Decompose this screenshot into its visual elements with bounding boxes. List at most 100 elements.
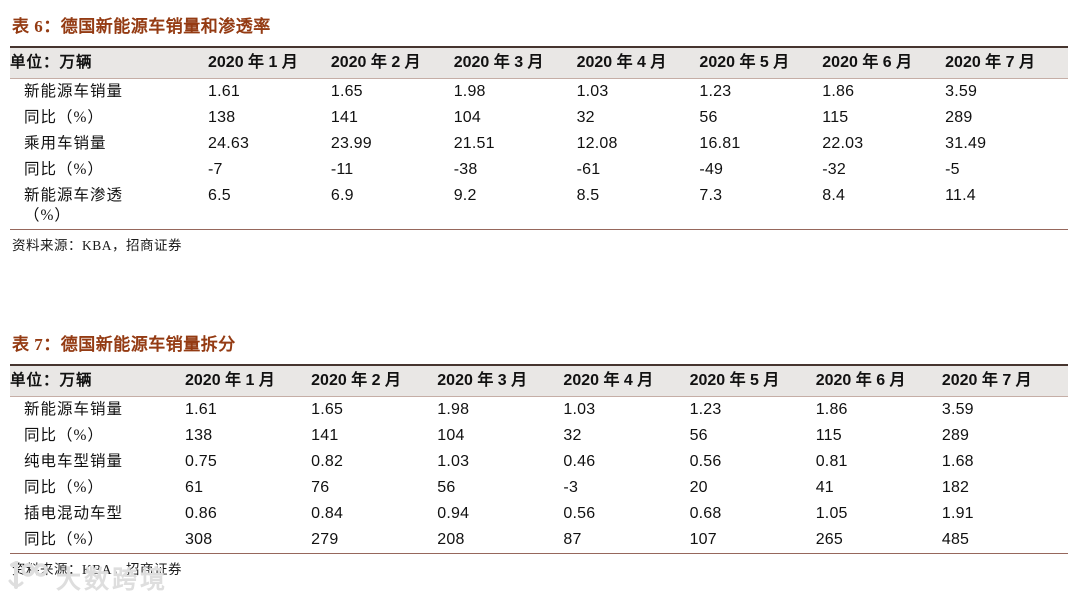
value-cell: 56	[699, 109, 718, 126]
table-7: 单位：万辆 2020 年 1 月 2020 年 2 月 2020 年 3 月 2…	[10, 364, 1068, 554]
value-cell: 279	[311, 531, 339, 548]
month-header-cell: 2020 年 3 月	[437, 372, 528, 389]
value-cell: 1.98	[437, 401, 470, 418]
value-cell: 22.03	[822, 135, 864, 152]
table-6-block: 表 6：德国新能源车销量和渗透率 单位：万辆 2020 年 1 月 2020 年…	[10, 12, 1068, 254]
value-cell: -49	[699, 161, 724, 178]
row-label: 新能源车销量	[24, 401, 124, 418]
value-cell: -3	[563, 479, 579, 496]
row-label: 同比（%）	[24, 531, 104, 548]
watermark-text: 大数跨境	[56, 566, 169, 594]
table-6: 单位：万辆 2020 年 1 月 2020 年 2 月 2020 年 3 月 2…	[10, 46, 1068, 230]
watermark: 大数跨境	[6, 559, 169, 596]
month-header-cell: 2020 年 5 月	[689, 372, 780, 389]
month-header-cell: 2020 年 2 月	[311, 372, 401, 389]
value-cell: 0.94	[437, 505, 470, 522]
table-row: 插电混动车型 0.86 0.84 0.94 0.56 0.68 1.05 1.9…	[10, 501, 1068, 527]
table-row: 同比（%） 138 141 104 32 56 115 289	[10, 423, 1068, 449]
value-cell: 0.56	[563, 505, 596, 522]
value-cell: 0.68	[689, 505, 722, 522]
table-row: 同比（%） 61 76 56 -3 20 41 182	[10, 475, 1068, 501]
table-7-title: 表 7：德国新能源车销量拆分	[12, 335, 236, 354]
value-cell: 289	[941, 427, 970, 444]
value-cell: 265	[815, 531, 843, 548]
table-7-block: 表 7：德国新能源车销量拆分 单位：万辆 2020 年 1 月 2020 年 2…	[10, 330, 1068, 578]
value-cell: 115	[822, 109, 849, 126]
report-content: 表 6：德国新能源车销量和渗透率 单位：万辆 2020 年 1 月 2020 年…	[10, 12, 1068, 578]
value-cell: 104	[437, 427, 465, 444]
value-cell: 56	[689, 427, 708, 444]
table-6-title: 表 6：德国新能源车销量和渗透率	[12, 17, 271, 36]
row-label: 插电混动车型	[24, 505, 124, 522]
value-cell: 1.86	[822, 83, 855, 100]
value-cell: 9.2	[453, 187, 477, 204]
value-cell: 485	[941, 531, 970, 548]
table-7-header-row: 单位：万辆 2020 年 1 月 2020 年 2 月 2020 年 3 月 2…	[10, 366, 1068, 397]
value-cell: 32	[563, 427, 582, 444]
value-cell: 23.99	[330, 135, 372, 152]
month-header-cell: 2020 年 3 月	[453, 54, 544, 71]
value-cell: 115	[815, 427, 842, 444]
value-cell: 56	[437, 479, 456, 496]
value-cell: 0.56	[689, 453, 722, 470]
value-cell: 87	[563, 531, 582, 548]
value-cell: 0.84	[311, 505, 344, 522]
value-cell: 182	[941, 479, 970, 496]
month-header-cell: 2020 年 4 月	[576, 54, 667, 71]
value-cell: 107	[689, 531, 717, 548]
section-gap	[10, 254, 1068, 330]
row-label: 同比（%）	[24, 479, 104, 496]
value-cell: 21.51	[453, 135, 495, 152]
table-row: 同比（%） 308 279 208 87 107 265 485	[10, 527, 1068, 553]
value-cell: 1.03	[437, 453, 470, 470]
value-cell: 1.91	[941, 505, 974, 522]
value-cell: 1.61	[208, 83, 240, 100]
value-cell: 6.9	[330, 187, 354, 204]
value-cell: 32	[576, 109, 595, 126]
month-header-cell: 2020 年 1 月	[185, 372, 275, 389]
value-cell: 0.86	[185, 505, 217, 522]
value-cell: 138	[185, 427, 213, 444]
month-header-cell: 2020 年 7 月	[941, 372, 1032, 389]
value-cell: 0.82	[311, 453, 344, 470]
value-cell: 8.5	[576, 187, 600, 204]
table-row: 新能源车销量 1.61 1.65 1.98 1.03 1.23 1.86 3.5…	[10, 79, 1068, 105]
value-cell: 76	[311, 479, 330, 496]
value-cell: 289	[945, 109, 973, 126]
value-cell: 24.63	[208, 135, 250, 152]
value-cell: 61	[185, 479, 204, 496]
value-cell: 12.08	[576, 135, 618, 152]
row-label: 同比（%）	[24, 427, 104, 444]
row-label: 乘用车销量	[24, 135, 107, 152]
value-cell: 1.98	[453, 83, 486, 100]
row-label: 新能源车渗透 （%）	[24, 187, 124, 224]
value-cell: 41	[815, 479, 834, 496]
row-label: 同比（%）	[24, 161, 104, 178]
month-header-cell: 2020 年 7 月	[945, 54, 1035, 71]
row-label: 纯电车型销量	[24, 453, 124, 470]
value-cell: 0.81	[815, 453, 848, 470]
value-cell: 0.46	[563, 453, 596, 470]
value-cell: 141	[330, 109, 359, 126]
value-cell: 8.4	[822, 187, 846, 204]
value-cell: -7	[208, 161, 223, 178]
watermark-logo-icon	[6, 559, 48, 596]
value-cell: -61	[576, 161, 601, 178]
value-cell: 1.61	[185, 401, 217, 418]
value-cell: 1.65	[330, 83, 363, 100]
source-note: 资料来源：KBA，招商证券	[12, 562, 183, 577]
value-cell: 104	[453, 109, 481, 126]
value-cell: 308	[185, 531, 213, 548]
value-cell: 1.05	[815, 505, 848, 522]
value-cell: 208	[437, 531, 465, 548]
month-header-cell: 2020 年 6 月	[815, 372, 906, 389]
value-cell: 1.65	[311, 401, 344, 418]
table-row: 同比（%） 138 141 104 32 56 115 289	[10, 105, 1068, 131]
table-6-header-row: 单位：万辆 2020 年 1 月 2020 年 2 月 2020 年 3 月 2…	[10, 48, 1068, 79]
unit-header-cell: 单位：万辆	[10, 54, 93, 71]
month-header-cell: 2020 年 1 月	[208, 54, 298, 71]
value-cell: 3.59	[941, 401, 974, 418]
value-cell: 1.23	[699, 83, 732, 100]
month-header-cell: 2020 年 2 月	[330, 54, 421, 71]
